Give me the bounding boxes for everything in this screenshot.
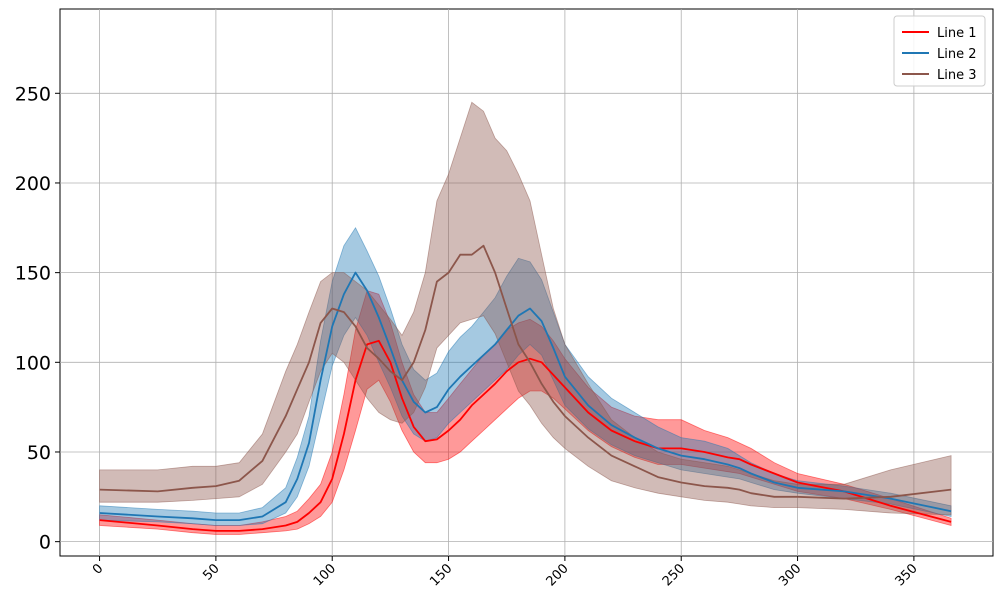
x-tick-label: 50 bbox=[200, 561, 222, 583]
line-1-line bbox=[99, 339, 952, 532]
legend: Line 1 Line 2 Line 3 bbox=[893, 15, 986, 87]
legend-label-line-3: Line 3 bbox=[937, 68, 977, 83]
y-axis-ticks: 0 50 100 150 200 250 bbox=[15, 83, 60, 554]
line-1-band bbox=[99, 290, 952, 535]
y-tick-label: 100 bbox=[15, 352, 51, 374]
legend-label-line-1: Line 1 bbox=[937, 26, 977, 41]
legend-box bbox=[893, 15, 986, 87]
y-tick-label: 150 bbox=[15, 263, 51, 285]
line-3-band bbox=[99, 101, 952, 516]
series-lines bbox=[99, 244, 952, 532]
grid bbox=[60, 9, 993, 556]
x-tick-label: 250 bbox=[660, 561, 688, 589]
x-axis-ticks: 0 50 100 150 200 250 300 350 bbox=[90, 556, 921, 589]
confidence-bands bbox=[99, 101, 952, 535]
x-tick-label: 0 bbox=[90, 561, 106, 577]
line-2-line bbox=[99, 271, 952, 521]
line-3-line bbox=[99, 244, 952, 500]
line-2-band bbox=[99, 226, 952, 526]
x-tick-label: 100 bbox=[311, 561, 339, 589]
x-tick-label: 200 bbox=[544, 561, 572, 589]
y-tick-label: 200 bbox=[15, 173, 51, 195]
x-tick-label: 150 bbox=[427, 561, 455, 589]
y-tick-label: 50 bbox=[27, 442, 51, 464]
legend-label-line-2: Line 2 bbox=[937, 47, 977, 62]
x-tick-label: 300 bbox=[776, 561, 804, 589]
y-tick-label: 0 bbox=[39, 532, 51, 554]
y-tick-label: 250 bbox=[15, 83, 51, 105]
x-tick-label: 350 bbox=[893, 561, 921, 589]
